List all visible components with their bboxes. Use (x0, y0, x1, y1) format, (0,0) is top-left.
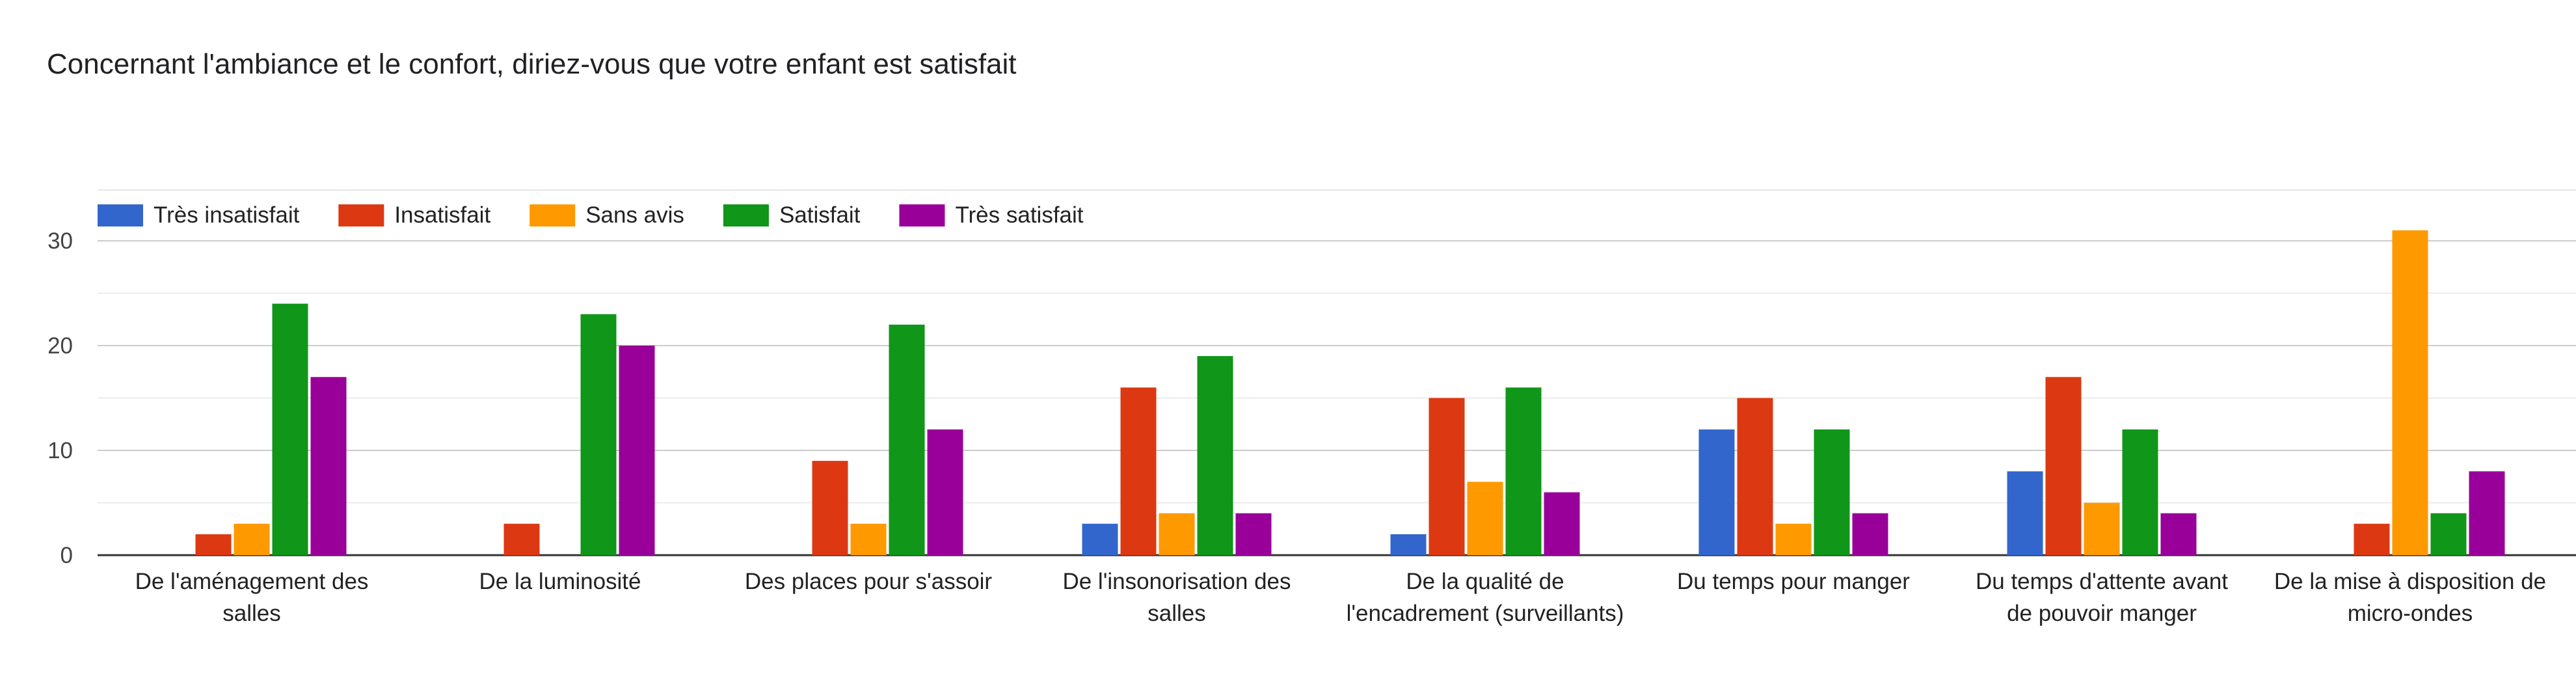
legend-swatch (530, 204, 576, 226)
bar (2160, 513, 2197, 555)
bar (2430, 513, 2467, 555)
bar (1390, 534, 1427, 555)
y-tick-label: 30 (47, 228, 73, 254)
bar (812, 461, 848, 555)
x-category-label: salles (222, 601, 280, 626)
legend-swatch (723, 204, 769, 226)
bar (619, 346, 655, 555)
x-category-label: salles (1147, 601, 1205, 626)
x-category-label: Du temps d'attente avant (1976, 569, 2228, 594)
x-category-label: de pouvoir manger (2007, 601, 2197, 626)
bar (2469, 471, 2505, 555)
x-category-label: De la mise à disposition de (2274, 569, 2546, 594)
bar (310, 377, 347, 555)
bar (580, 314, 617, 555)
legend-swatch (899, 204, 945, 226)
bar (1698, 429, 1735, 555)
bar (889, 324, 925, 555)
bar (272, 303, 308, 555)
x-category-label: l'encadrement (surveillants) (1347, 601, 1624, 626)
x-category-label: De la luminosité (479, 569, 641, 594)
chart-title: Concernant l'ambiance et le confort, dir… (47, 48, 1017, 80)
bar (1235, 513, 1272, 555)
bar (1197, 356, 1233, 555)
bar (234, 523, 270, 555)
bar (850, 523, 887, 555)
x-category-label: De l'insonorisation des (1062, 569, 1291, 594)
legend-label: Sans avis (585, 202, 684, 228)
bar (2007, 471, 2043, 555)
legend-label: Très insatisfait (154, 202, 300, 228)
bar (1429, 398, 1465, 555)
y-tick-label: 10 (47, 438, 73, 463)
bar (2084, 502, 2120, 555)
bar (2122, 429, 2158, 555)
legend-swatch (338, 204, 384, 226)
bar (2045, 377, 2082, 555)
x-category-label: De la qualité de (1406, 569, 1564, 594)
x-category-label: micro-ondes (2348, 601, 2473, 626)
legend-swatch (98, 204, 143, 226)
bar (503, 523, 540, 555)
bar (1775, 523, 1812, 555)
bar (1737, 398, 1773, 555)
bar (1544, 492, 1580, 555)
bar (927, 429, 963, 555)
legend-label: Satisfait (779, 202, 861, 228)
x-category-label: Du temps pour manger (1677, 569, 1910, 594)
bar (195, 534, 232, 555)
legend-label: Très satisfait (955, 202, 1083, 228)
bar (2392, 230, 2428, 555)
bar (1120, 387, 1157, 555)
bar (1467, 482, 1503, 555)
bar (1082, 523, 1118, 555)
y-tick-label: 0 (60, 543, 73, 568)
bar (2354, 523, 2390, 555)
x-category-label: De l'aménagement des (135, 569, 369, 594)
bar (1814, 429, 1850, 555)
bar (1505, 387, 1542, 555)
x-category-label: Des places pour s'assoir (745, 569, 993, 594)
legend-label: Insatisfait (394, 202, 490, 228)
bar (1852, 513, 1888, 555)
y-tick-label: 20 (47, 333, 73, 359)
bar (1159, 513, 1195, 555)
